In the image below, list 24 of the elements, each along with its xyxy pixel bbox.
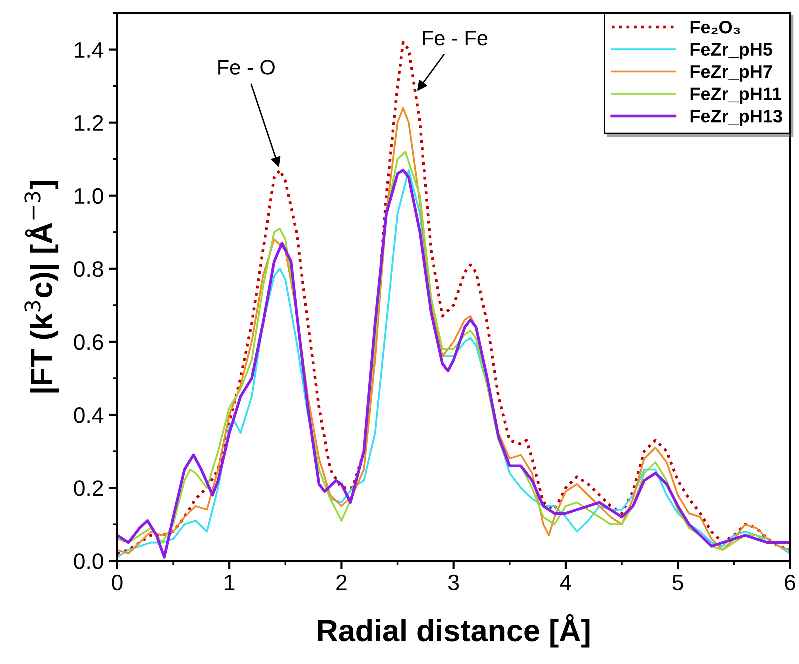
y-tick-label: 1.4: [75, 42, 104, 58]
x-axis-title: Radial distance [Å]: [318, 614, 590, 648]
x-tick-label: 3: [448, 574, 460, 591]
y-tick-label: 0.8: [74, 261, 104, 278]
y-tick-label: 0.0: [74, 554, 104, 570]
y-tick-label: 0.4: [74, 408, 104, 424]
x-tick-label: 1: [225, 575, 235, 590]
y-tick-label: 0.6: [74, 334, 104, 350]
x-tick-label: 6: [785, 574, 796, 591]
y-tick-label: 1.0: [75, 188, 104, 204]
legend-label: FeZr_pH7: [690, 66, 772, 82]
x-tick-label: 0: [112, 574, 123, 591]
x-tick-label: 5: [672, 575, 684, 591]
y-axis-title: |FT (k$^{3}$c)| [Å$^{−3}$]: [24, 181, 60, 393]
legend-label: Fe₂O₃: [690, 20, 740, 34]
legend-label: FeZr_pH13: [690, 110, 782, 126]
legend-label: FeZr_pH11: [690, 88, 782, 104]
y-tick-label: 0.2: [74, 480, 104, 496]
annotation: Fe - O: [218, 60, 275, 75]
annotation: Fe - Fe: [423, 31, 488, 46]
x-tick-label: 4: [560, 575, 572, 590]
x-tick-label: 2: [336, 574, 347, 590]
y-tick-label: 1.2: [75, 115, 104, 131]
legend-label: FeZr_pH5: [690, 43, 772, 60]
